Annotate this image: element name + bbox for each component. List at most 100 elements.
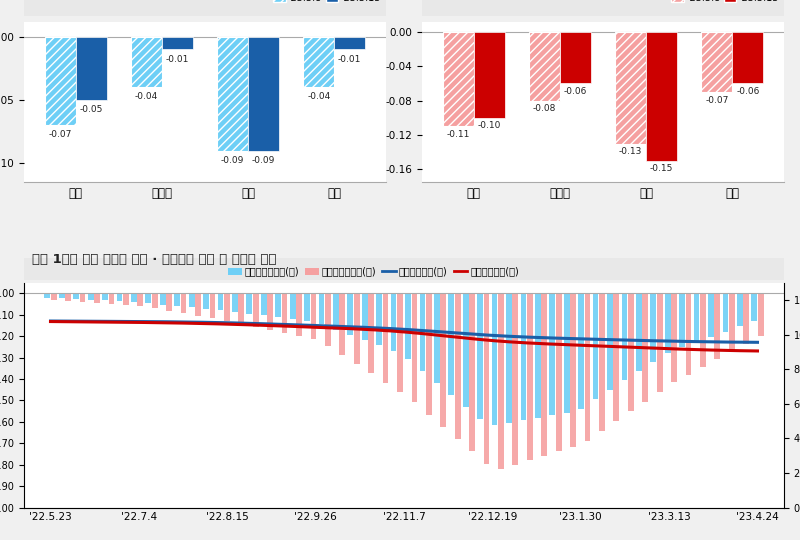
- Bar: [714, 293, 720, 359]
- Bar: [261, 293, 266, 315]
- Bar: [556, 293, 562, 451]
- Bar: [275, 293, 281, 317]
- Bar: [131, 37, 162, 87]
- Legend: 매매가격변동률(좌), 전세가격변동률(좌), 매매가격지수(우), 전세가격지수(우): 매매가격변동률(좌), 전세가격변동률(좌), 매매가격지수(우), 전세가격지…: [225, 263, 522, 280]
- Bar: [347, 293, 354, 335]
- Bar: [59, 293, 65, 298]
- Legend: '23.5.8, '23.5.15: '23.5.8, '23.5.15: [269, 0, 385, 7]
- Bar: [282, 293, 287, 333]
- Bar: [492, 293, 498, 426]
- Bar: [646, 32, 677, 161]
- Bar: [650, 293, 656, 362]
- Text: -0.08: -0.08: [533, 104, 556, 113]
- Bar: [296, 293, 302, 336]
- Bar: [671, 293, 677, 382]
- Bar: [131, 293, 137, 302]
- Text: -0.04: -0.04: [307, 92, 330, 102]
- Bar: [521, 293, 526, 420]
- Text: -0.01: -0.01: [338, 55, 362, 64]
- Bar: [420, 293, 426, 371]
- Bar: [290, 293, 295, 319]
- Bar: [333, 293, 338, 330]
- Bar: [642, 293, 648, 402]
- Bar: [434, 293, 440, 383]
- Bar: [405, 293, 411, 359]
- Bar: [246, 293, 252, 314]
- Bar: [102, 293, 108, 300]
- Bar: [535, 293, 541, 418]
- Bar: [527, 293, 533, 461]
- Bar: [454, 293, 461, 439]
- Bar: [679, 293, 685, 347]
- Bar: [310, 293, 316, 339]
- Bar: [253, 293, 258, 327]
- Bar: [218, 293, 223, 310]
- Bar: [615, 32, 646, 144]
- Bar: [88, 293, 94, 300]
- Bar: [397, 293, 403, 392]
- Bar: [146, 293, 151, 303]
- Bar: [304, 293, 310, 321]
- Bar: [267, 293, 273, 330]
- Text: -0.11: -0.11: [446, 130, 470, 139]
- Bar: [45, 293, 50, 298]
- Bar: [560, 32, 591, 84]
- Bar: [76, 37, 106, 100]
- Bar: [628, 293, 634, 411]
- Bar: [152, 293, 158, 308]
- Bar: [470, 293, 475, 451]
- Bar: [160, 293, 166, 305]
- Bar: [564, 293, 570, 413]
- Bar: [694, 293, 699, 342]
- Bar: [484, 293, 490, 463]
- Bar: [325, 293, 330, 346]
- Text: -0.10: -0.10: [478, 122, 501, 130]
- Text: -0.09: -0.09: [252, 156, 275, 165]
- Bar: [498, 293, 504, 469]
- Bar: [570, 293, 576, 447]
- Bar: [390, 293, 397, 350]
- Text: 최근 1년간 전국 아파트 매매 · 전세가격 지수 및 변동률 추이: 최근 1년간 전국 아파트 매매 · 전세가격 지수 및 변동률 추이: [32, 253, 276, 266]
- Bar: [303, 37, 334, 87]
- Bar: [123, 293, 129, 305]
- Bar: [210, 293, 215, 318]
- Bar: [700, 293, 706, 367]
- Bar: [449, 293, 454, 395]
- Bar: [599, 293, 605, 431]
- Bar: [217, 37, 248, 151]
- Bar: [702, 32, 732, 92]
- Bar: [737, 293, 742, 326]
- Bar: [181, 293, 186, 313]
- Bar: [334, 37, 366, 50]
- Bar: [382, 293, 388, 382]
- Legend: '23.5.8, '23.5.15: '23.5.8, '23.5.15: [667, 0, 782, 7]
- Bar: [50, 293, 57, 300]
- Bar: [74, 293, 79, 299]
- Bar: [426, 293, 432, 415]
- Text: -0.06: -0.06: [736, 87, 759, 96]
- Text: -0.15: -0.15: [650, 164, 674, 173]
- Bar: [248, 37, 279, 151]
- Bar: [474, 32, 505, 118]
- Bar: [45, 37, 76, 125]
- Bar: [478, 293, 483, 418]
- Bar: [232, 293, 238, 312]
- Bar: [751, 293, 758, 321]
- Text: -0.13: -0.13: [619, 147, 642, 156]
- Bar: [743, 293, 749, 344]
- Bar: [665, 293, 670, 353]
- Bar: [224, 293, 230, 321]
- Bar: [732, 32, 763, 84]
- Text: -0.07: -0.07: [49, 131, 72, 139]
- Bar: [513, 293, 518, 465]
- Text: -0.06: -0.06: [564, 87, 587, 96]
- Bar: [542, 293, 547, 456]
- Bar: [94, 293, 100, 303]
- Bar: [607, 293, 613, 390]
- Bar: [238, 293, 244, 323]
- Bar: [339, 293, 345, 355]
- Bar: [729, 293, 734, 352]
- Bar: [174, 293, 180, 306]
- Bar: [593, 293, 598, 400]
- Bar: [318, 293, 324, 325]
